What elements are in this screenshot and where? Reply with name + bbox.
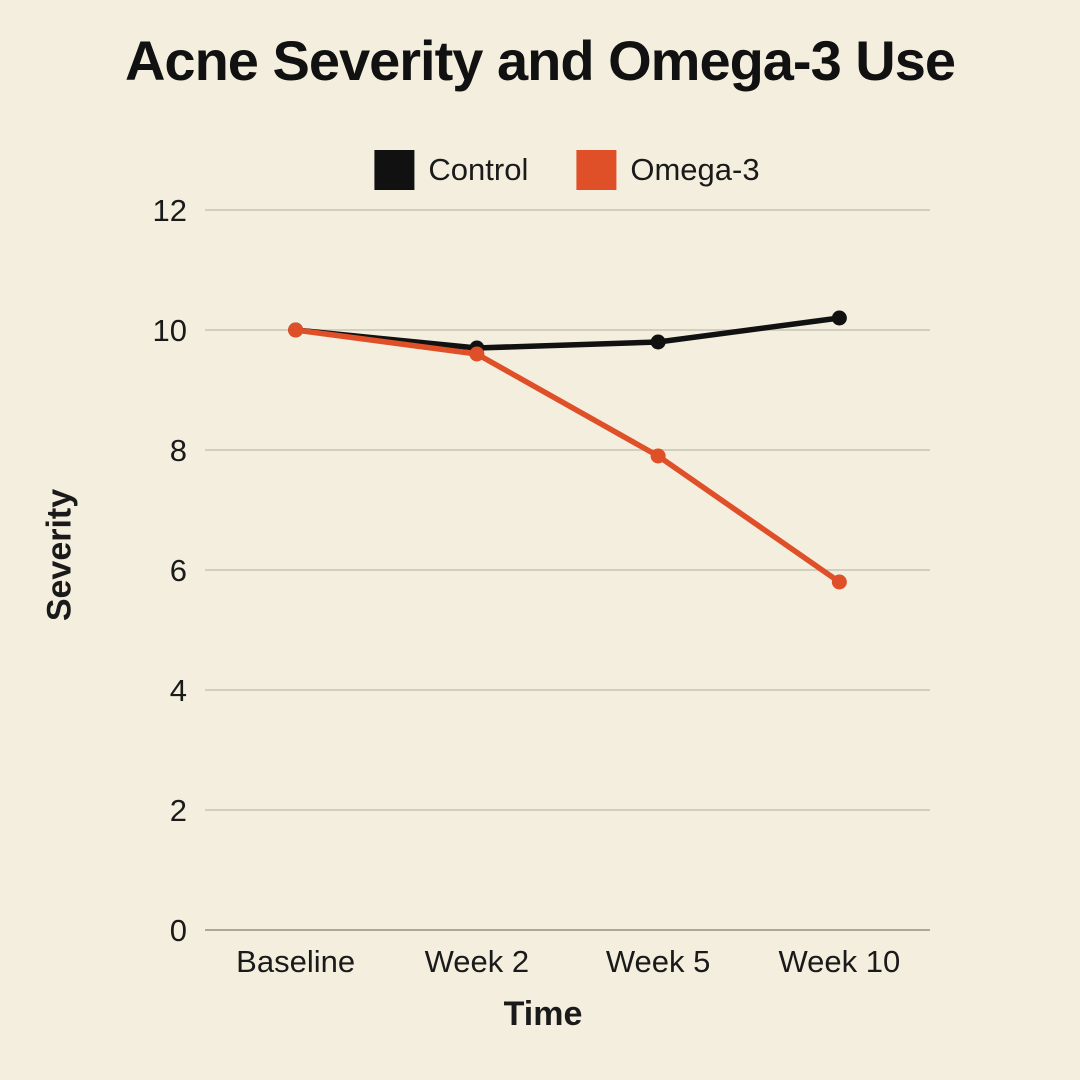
x-tick-label-baseline: Baseline <box>236 944 355 979</box>
x-tick-label-week-10: Week 10 <box>778 944 900 979</box>
data-point-control-3 <box>831 310 847 326</box>
y-tick-label-0: 0 <box>170 913 187 948</box>
data-point-omega-3-1 <box>469 346 485 362</box>
data-point-omega-3-0 <box>288 322 304 338</box>
legend-swatch-icon <box>374 150 415 190</box>
x-tick-label-week-2: Week 2 <box>425 944 530 979</box>
y-tick-label-6: 6 <box>170 553 187 588</box>
chart-title: Acne Severity and Omega-3 Use <box>124 29 956 92</box>
x-axis-label: Time <box>503 995 583 1033</box>
data-point-omega-3-3 <box>831 574 847 590</box>
legend-item-control: Control <box>374 150 528 190</box>
legend: Control Omega-3 <box>374 150 760 190</box>
data-point-omega-3-2 <box>650 448 666 464</box>
series-line-omega-3 <box>292 327 843 585</box>
data-point-control-2 <box>650 334 666 350</box>
legend-item-omega-3: Omega-3 <box>576 150 760 190</box>
y-tick-label-2: 2 <box>170 793 187 828</box>
series-line-control <box>292 315 843 351</box>
y-tick-label-12: 12 <box>153 193 187 228</box>
legend-label: Control <box>428 152 529 187</box>
legend-swatch-icon <box>576 150 617 190</box>
y-tick-label-10: 10 <box>153 313 187 348</box>
legend-label: Omega-3 <box>630 152 760 187</box>
y-axis-label: Severity <box>40 488 79 622</box>
y-tick-label-8: 8 <box>170 433 187 468</box>
x-tick-label-week-5: Week 5 <box>606 944 711 979</box>
y-tick-label-4: 4 <box>170 673 187 708</box>
